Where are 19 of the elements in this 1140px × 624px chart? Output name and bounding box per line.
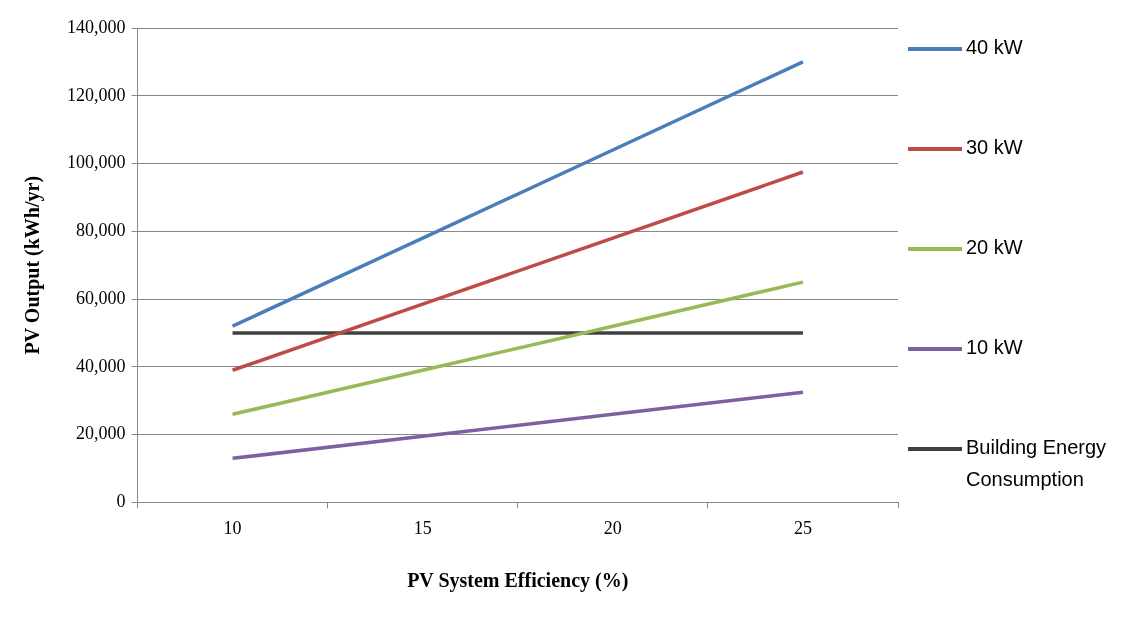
x-axis-title: PV System Efficiency (%) <box>407 569 629 593</box>
y-tick-label: 20,000 <box>76 423 126 444</box>
y-tick-label: 120,000 <box>67 84 126 105</box>
y-axis-title: PV Output (kWh/yr) <box>21 175 45 355</box>
legend-label: 40 kW <box>966 35 1024 60</box>
y-tick-label: 60,000 <box>76 287 126 308</box>
x-tick-label: 15 <box>413 517 432 538</box>
x-tick-label: 20 <box>603 517 622 538</box>
x-tick-label: 25 <box>793 517 812 538</box>
y-tick-label: 0 <box>116 491 126 512</box>
x-tick-label: 10 <box>223 517 242 538</box>
legend-label: Building Energy Consumption <box>966 435 1108 492</box>
y-tick-label: 40,000 <box>76 355 126 376</box>
legend-label: 20 kW <box>966 235 1024 260</box>
y-tick-label: 140,000 <box>67 16 126 37</box>
y-tick-label: 100,000 <box>67 152 126 173</box>
y-tick-label: 80,000 <box>76 220 126 241</box>
legend-label: 10 kW <box>966 335 1024 360</box>
legend-label: 30 kW <box>966 135 1024 160</box>
